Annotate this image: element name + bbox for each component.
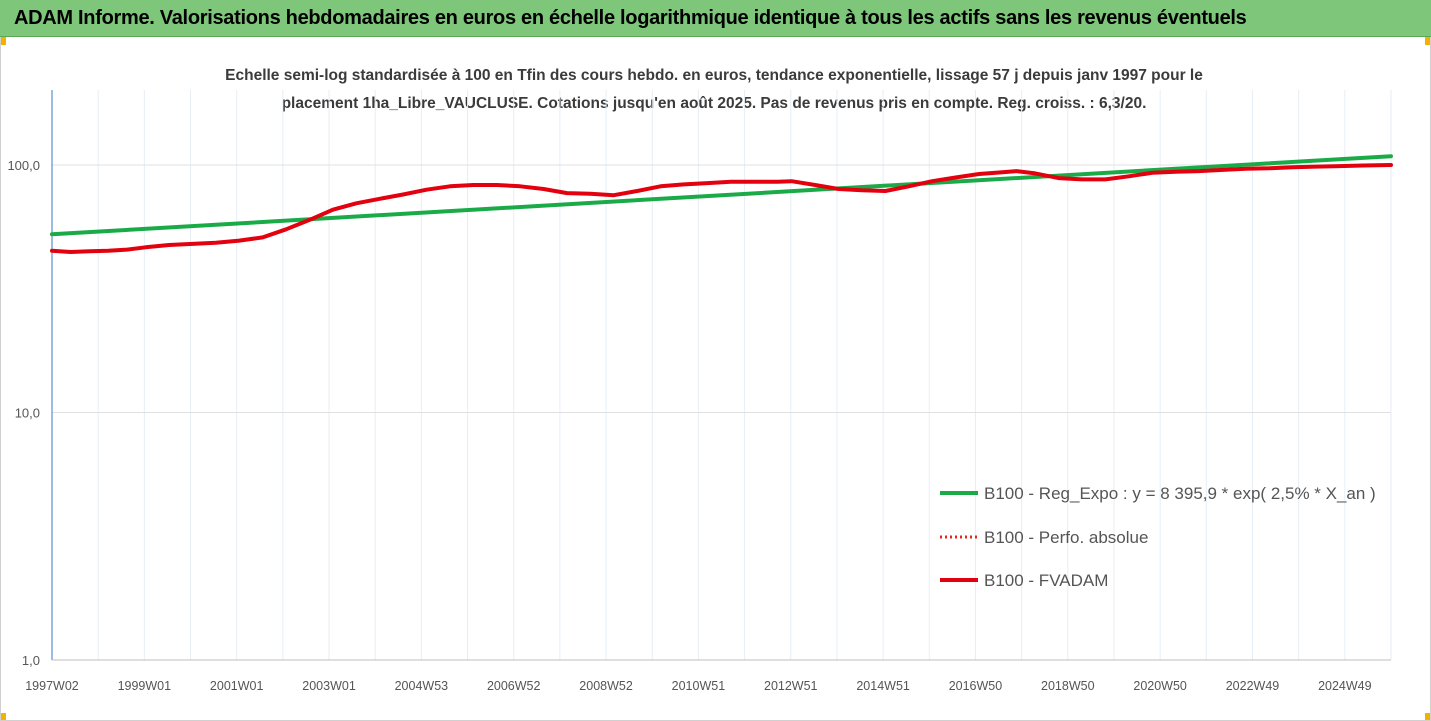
legend: B100 - Reg_Expo : y = 8 395,9 * exp( 2,5… bbox=[940, 484, 1376, 590]
corner-marker-right bbox=[1425, 37, 1431, 45]
x-tick-label: 2018W50 bbox=[1041, 679, 1095, 693]
chart-title-line2: placement 1ha_Libre_VAUCLUSE. Cotations … bbox=[282, 95, 1147, 112]
x-tick-label: 2024W49 bbox=[1318, 679, 1372, 693]
x-tick-label: 2008W52 bbox=[579, 679, 633, 693]
x-tick-label: 1997W02 bbox=[25, 679, 79, 693]
header-title: ADAM Informe. Valorisations hebdomadaire… bbox=[14, 7, 1247, 29]
x-tick-label: 2014W51 bbox=[856, 679, 910, 693]
regression-line bbox=[50, 154, 1393, 237]
x-tick-label: 2012W51 bbox=[764, 679, 818, 693]
series-layer bbox=[50, 154, 1393, 254]
header-bar: ADAM Informe. Valorisations hebdomadaire… bbox=[0, 0, 1431, 37]
fvadam-line bbox=[50, 163, 1393, 254]
x-tick-label: 2020W50 bbox=[1133, 679, 1187, 693]
x-tick-label: 2001W01 bbox=[210, 679, 264, 693]
y-tick-label: 10,0 bbox=[15, 406, 40, 421]
x-tick-label: 2004W53 bbox=[395, 679, 449, 693]
y-tick-label: 1,0 bbox=[22, 653, 40, 668]
legend-label: B100 - FVADAM bbox=[984, 571, 1108, 590]
chart-title-line1: Echelle semi-log standardisée à 100 en T… bbox=[225, 67, 1203, 84]
x-tick-label: 1999W01 bbox=[118, 679, 172, 693]
axis-layer: 1,0 10,0 100,0 1997W02 1999W01 2001W01 2003W01… bbox=[7, 90, 1391, 693]
x-tick-label: 2006W52 bbox=[487, 679, 541, 693]
grid-layer bbox=[52, 90, 1392, 660]
x-tick-label: 2016W50 bbox=[949, 679, 1003, 693]
corner-marker-bottom-right bbox=[1425, 713, 1431, 721]
legend-label: B100 - Perfo. absolue bbox=[984, 528, 1148, 547]
x-tick-label: 2010W51 bbox=[672, 679, 726, 693]
y-tick-label: 100,0 bbox=[7, 158, 40, 173]
x-tick-label: 2022W49 bbox=[1226, 679, 1280, 693]
legend-label: B100 - Reg_Expo : y = 8 395,9 * exp( 2,5… bbox=[984, 484, 1376, 503]
corner-marker-bottom-left bbox=[0, 713, 6, 721]
x-tick-label: 2003W01 bbox=[302, 679, 356, 693]
corner-marker-left bbox=[0, 37, 6, 45]
